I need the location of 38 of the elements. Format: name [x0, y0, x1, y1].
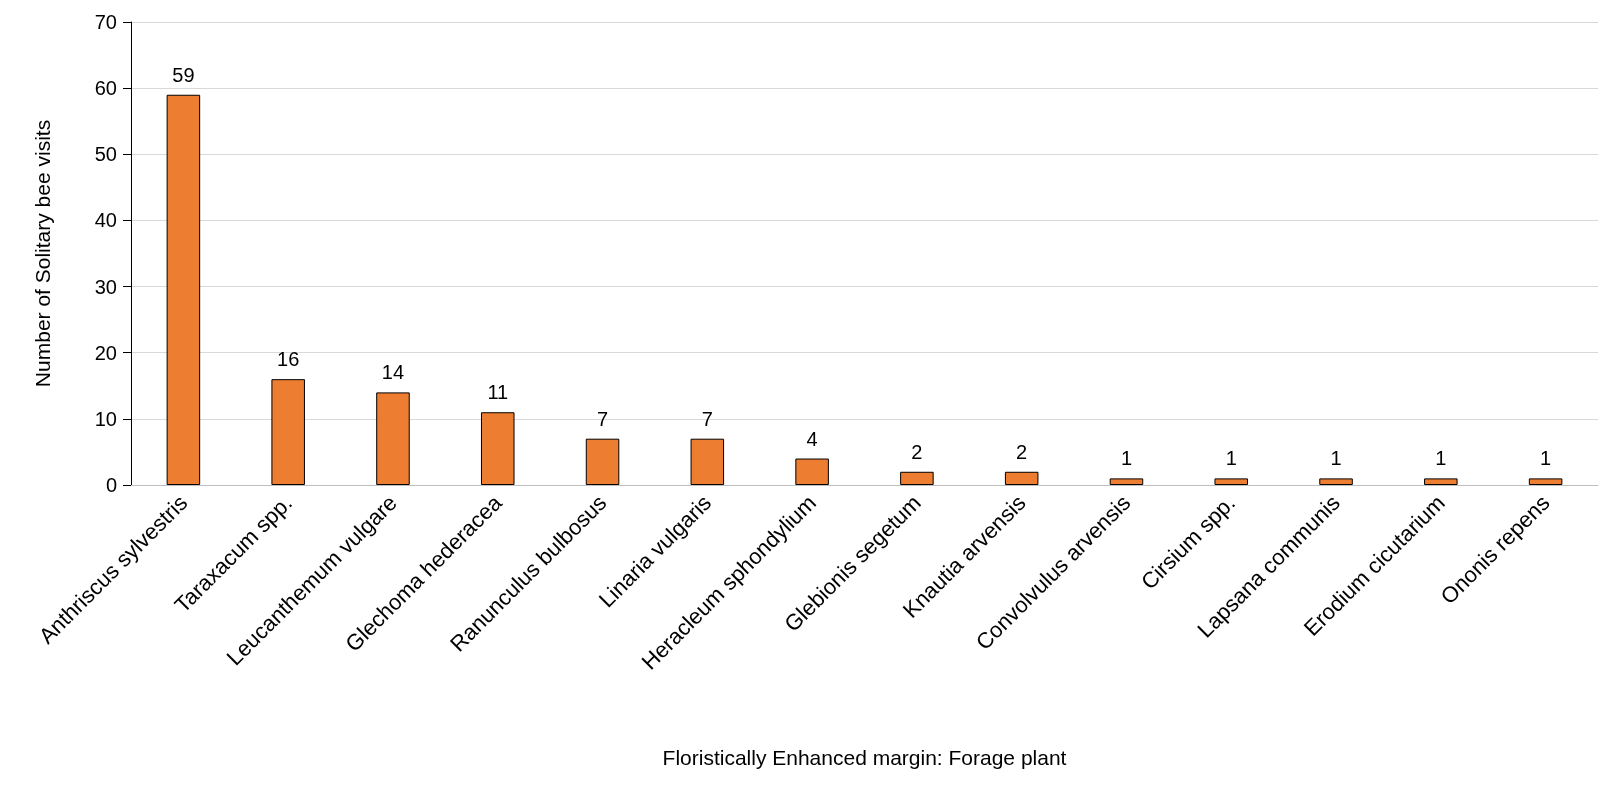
bar	[1319, 478, 1353, 485]
data-label: 16	[277, 348, 300, 371]
data-label: 2	[1016, 440, 1028, 463]
data-label: 11	[487, 381, 509, 404]
bar	[585, 438, 620, 485]
bar	[900, 471, 934, 485]
data-label: 2	[911, 440, 923, 463]
bar	[166, 94, 201, 485]
bar	[1004, 471, 1039, 485]
y-tick-label: 10	[94, 407, 117, 430]
y-tick-label: 60	[94, 77, 117, 100]
data-label: 14	[381, 361, 405, 384]
bar	[795, 458, 829, 485]
y-tick-label: 0	[105, 474, 117, 496]
y-axis-title: Number of Solitary bee visits	[31, 119, 54, 388]
y-tick-label: 40	[94, 209, 117, 232]
y-tick-label: 70	[94, 11, 117, 33]
bar	[1424, 478, 1458, 485]
bar	[480, 412, 515, 485]
data-label: 7	[701, 407, 713, 430]
data-label: 1	[1435, 447, 1447, 470]
data-label: 1	[1330, 447, 1342, 470]
bar	[690, 438, 725, 485]
data-label: 1	[1120, 447, 1133, 470]
bar	[376, 392, 410, 485]
data-label: 59	[172, 63, 195, 86]
data-label: 4	[806, 427, 818, 450]
data-label: 1	[1225, 447, 1237, 470]
bar	[271, 379, 305, 485]
data-label: 1	[1540, 447, 1552, 470]
bar	[1528, 478, 1563, 485]
y-tick-label: 30	[94, 275, 117, 298]
bar	[1109, 478, 1144, 485]
data-label: 7	[596, 407, 609, 430]
y-tick-label: 50	[94, 143, 117, 166]
x-axis-title: Floristically Enhanced margin: Forage plant	[662, 746, 1067, 769]
bar	[1214, 478, 1249, 485]
y-tick-label: 20	[94, 341, 117, 364]
